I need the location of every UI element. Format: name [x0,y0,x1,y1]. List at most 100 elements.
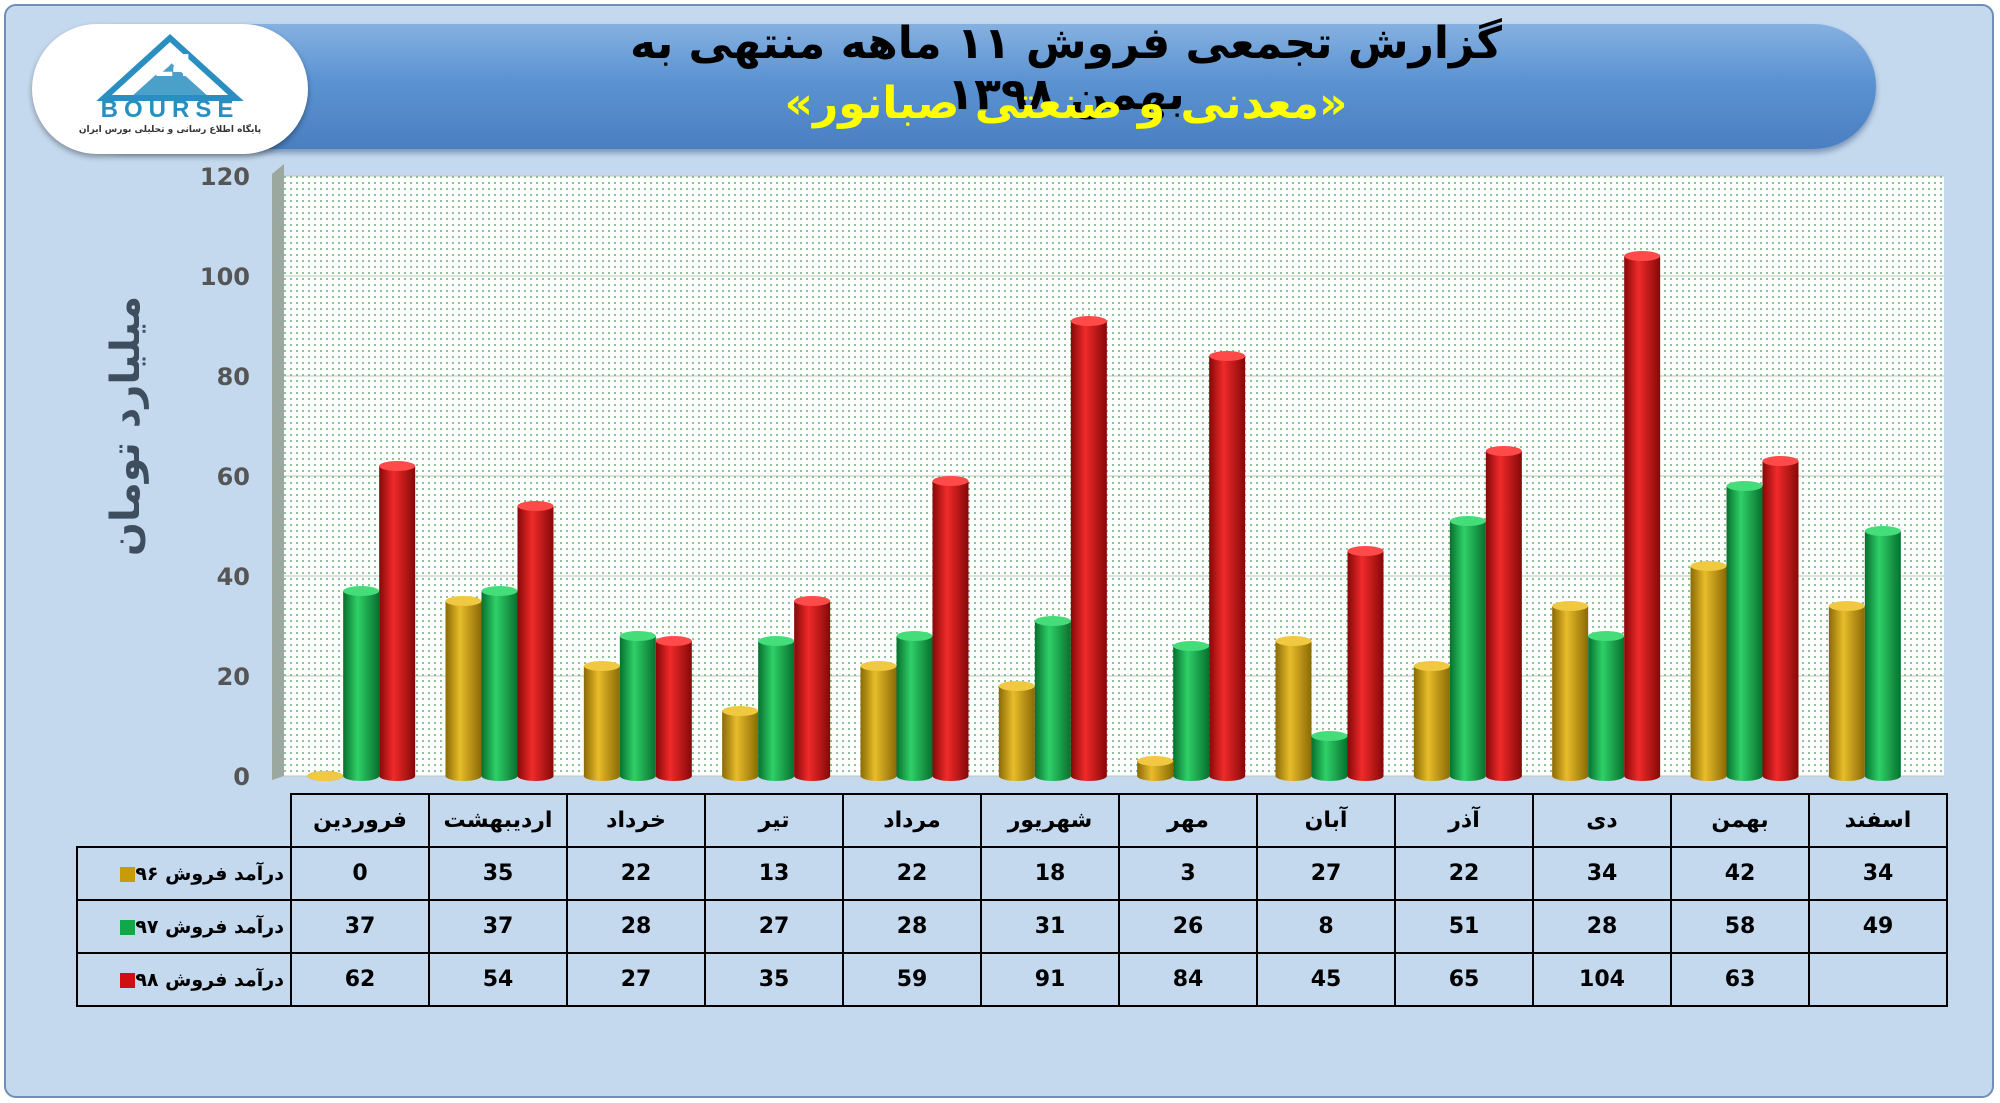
bar [1762,461,1799,776]
y-axis-ticks: 0 20 40 60 80 100 120 [200,163,250,791]
data-cell: 27 [704,899,844,954]
svg-text:2: 2 [154,49,175,84]
y-tick-label: 60 [217,463,250,491]
bar-cap [1070,316,1107,326]
category-label: دی [1532,793,1672,848]
data-cell [1808,952,1948,1007]
bar-cap [1034,616,1071,626]
bar-base [379,771,416,781]
legend-label: درآمد فروش ۹۷ [135,915,284,938]
bar-cap [1485,446,1522,456]
bar-cap [1588,631,1625,641]
bar [758,641,795,776]
bar-cap [722,706,759,716]
y-tick-label: 80 [217,363,250,391]
legend-entry-97: درآمد فروش ۹۷ [76,899,292,954]
bar-cap [860,661,897,671]
bar [1173,646,1210,776]
data-cell: 35 [428,846,568,901]
bar-base [1762,771,1799,781]
bar [445,601,482,776]
bar-base [1173,771,1210,781]
bar [1485,451,1522,776]
data-cell: 18 [980,846,1120,901]
data-cell: 34 [1532,846,1672,901]
y-tick-label: 20 [217,663,250,691]
bar-base [1413,771,1450,781]
y-tick-label: 0 [233,763,250,791]
bar [1726,486,1763,776]
bar [481,591,518,776]
bar-cap [1690,561,1727,571]
logo-wordmark: BOURSE [100,96,240,123]
bar-base [619,771,656,781]
data-cell: 0 [290,846,430,901]
bar [1552,606,1589,776]
bar [655,641,692,776]
data-cell: 27 [566,952,706,1007]
bourse-logo: 2 4 BOURSE پایگاه اطلاع رسانی و تحلیلی ب… [32,24,308,154]
data-cell: 59 [842,952,982,1007]
bar-base [1347,771,1384,781]
data-cell: 22 [1394,846,1534,901]
category-label: مرداد [842,793,982,848]
company-subtitle: «معدنی و صنعتی صبانور» [784,78,1348,129]
svg-text:4: 4 [172,49,193,84]
bar-cap [1552,601,1589,611]
bar-base [343,771,380,781]
bar-base [1588,771,1625,781]
series-row-97: درآمد فروش ۹۷ 37 37 28 27 28 31 26 8 51 … [76,899,1948,954]
legend-key-icon [120,919,136,935]
category-row: فروردین اردیبهشت خرداد تیر مرداد شهریور … [77,793,1948,848]
data-cell: 28 [1532,899,1672,954]
bar-cap [1624,251,1661,261]
bar [343,591,380,776]
bar-base [1275,771,1312,781]
plot-side-wall [272,164,284,780]
legend-entry-98: درآمد فروش ۹۸ [76,952,292,1007]
bar [1588,636,1625,776]
bar-cap [517,501,554,511]
data-cell: 91 [980,952,1120,1007]
bar-cap [1726,481,1763,491]
data-cell: 31 [980,899,1120,954]
bar-base [1034,771,1071,781]
data-cell: 37 [428,899,568,954]
bar-base [481,771,518,781]
category-label: فروردین [290,793,430,848]
bar-base [583,771,620,781]
bar-cap [1275,636,1312,646]
legend-entry-96: درآمد فروش ۹۶ [76,846,292,901]
data-cell: 28 [842,899,982,954]
bar-cap [583,661,620,671]
bar [794,601,831,776]
bar [1311,736,1348,776]
page-frame: گزارش تجمعی فروش ۱۱ ماهه منتهی به بهمن ۱… [4,4,1994,1098]
legend-label: درآمد فروش ۹۶ [135,862,284,885]
data-cell: 3 [1118,846,1258,901]
bar-base [722,771,759,781]
series-row-98: درآمد فروش ۹۸ 62 54 27 35 59 91 84 45 65… [76,952,1948,1007]
data-cell: 58 [1670,899,1810,954]
bar-cap [794,596,831,606]
chart-title: گزارش تجمعی فروش ۱۱ ماهه منتهی به بهمن ۱… [630,18,1502,120]
bar-cap [1209,351,1246,361]
bar [1275,641,1312,776]
bar-base [1485,771,1522,781]
title-banner [66,24,1876,149]
data-cell: 51 [1394,899,1534,954]
y-tick-label: 100 [200,263,250,291]
bar [1690,566,1727,776]
bar [619,636,656,776]
bar [1864,531,1901,776]
bar [1449,521,1486,776]
bar-base [1828,771,1865,781]
bar-cap [481,586,518,596]
bar-cap [1449,516,1486,526]
bar [1413,666,1450,776]
bar [998,686,1035,776]
bar-base [896,771,933,781]
bar-cap [307,771,344,781]
bar-cap [896,631,933,641]
bar-cap [932,476,969,486]
